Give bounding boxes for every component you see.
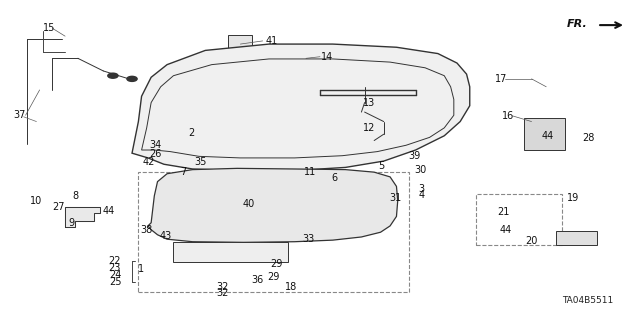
Text: 31: 31 [389, 193, 401, 203]
Bar [228, 34, 252, 50]
Text: 15: 15 [43, 23, 55, 33]
Text: 32: 32 [217, 282, 229, 292]
Text: 6: 6 [332, 174, 337, 183]
Text: 41: 41 [266, 36, 278, 46]
Text: FR.: FR. [567, 19, 588, 28]
Text: 5: 5 [379, 161, 385, 171]
Text: 9: 9 [68, 218, 74, 228]
Text: 27: 27 [52, 202, 65, 212]
Text: 23: 23 [108, 263, 121, 273]
Text: 28: 28 [582, 133, 595, 143]
Bar [556, 231, 597, 245]
Text: 11: 11 [304, 167, 316, 177]
Polygon shape [65, 207, 100, 227]
Text: 22: 22 [108, 256, 121, 266]
Text: 16: 16 [502, 111, 514, 121]
Bar [173, 242, 288, 262]
Text: 26: 26 [149, 149, 161, 159]
Text: 44: 44 [541, 131, 554, 141]
Text: 30: 30 [414, 165, 426, 174]
Text: 20: 20 [525, 236, 538, 246]
Circle shape [127, 76, 137, 81]
Text: 25: 25 [109, 277, 122, 287]
Text: 42: 42 [143, 157, 156, 167]
Text: 43: 43 [159, 231, 172, 241]
Text: 29: 29 [270, 259, 283, 270]
Text: 34: 34 [149, 140, 161, 150]
Text: TA04B5511: TA04B5511 [562, 296, 613, 305]
Text: 36: 36 [251, 275, 264, 285]
Text: 2: 2 [188, 128, 195, 137]
Text: 12: 12 [364, 123, 376, 133]
PathPatch shape [148, 168, 397, 242]
Text: 3: 3 [419, 184, 425, 194]
Text: 21: 21 [497, 207, 509, 217]
Text: 33: 33 [302, 234, 314, 243]
Bar [524, 118, 565, 150]
Text: 1: 1 [138, 263, 145, 274]
Bar [138, 172, 409, 292]
Bar [298, 53, 316, 65]
Text: 44: 44 [500, 225, 512, 235]
Bar [476, 194, 562, 245]
Text: 18: 18 [285, 282, 297, 292]
Text: 38: 38 [140, 225, 152, 235]
Text: 32: 32 [217, 288, 229, 298]
Text: 35: 35 [194, 157, 206, 167]
Text: 19: 19 [566, 193, 579, 203]
Text: 44: 44 [102, 206, 115, 216]
Text: 37: 37 [13, 110, 25, 120]
Text: 13: 13 [364, 98, 376, 108]
PathPatch shape [132, 44, 470, 171]
Text: 29: 29 [268, 271, 280, 281]
Text: 24: 24 [109, 270, 122, 280]
Text: 7: 7 [180, 167, 186, 177]
Text: 17: 17 [495, 74, 508, 84]
Circle shape [108, 73, 118, 78]
Text: 10: 10 [30, 196, 42, 206]
Text: 14: 14 [321, 52, 333, 62]
Text: 40: 40 [243, 199, 255, 209]
Text: 8: 8 [73, 191, 79, 201]
Text: 4: 4 [419, 190, 425, 200]
Text: 39: 39 [408, 151, 420, 161]
